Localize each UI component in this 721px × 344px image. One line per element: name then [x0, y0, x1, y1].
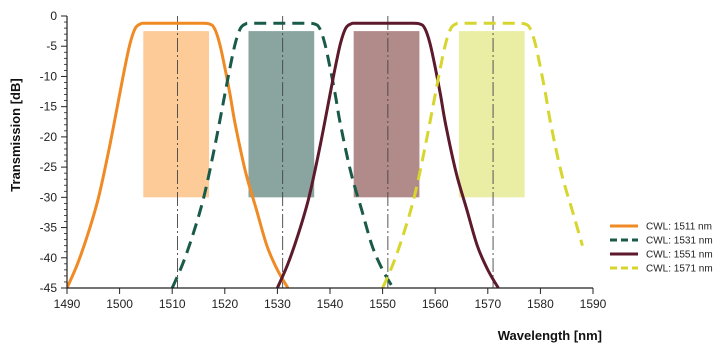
legend-label-4: CWL: 1571 nm	[646, 264, 713, 275]
legend: CWL: 1511 nm CWL: 1531 nm CWL: 1551 nm CWL:…	[610, 222, 713, 275]
y-tick-label: -45	[40, 281, 58, 295]
x-tick-label: 1520	[211, 297, 238, 311]
x-tick-label: 1500	[106, 297, 133, 311]
series-layer	[67, 21, 584, 288]
y-tick-label: -15	[40, 100, 58, 114]
y-axis-title: Transmission [dB]	[8, 78, 23, 191]
y-tick-label: -5	[46, 39, 57, 53]
y-tick-label: -25	[40, 160, 58, 174]
x-tick-label: 1510	[159, 297, 186, 311]
passband-rect-4	[458, 31, 525, 198]
x-tick-label: 1560	[422, 297, 449, 311]
x-tick-label: 1550	[369, 297, 396, 311]
x-tick-label: 1540	[317, 297, 344, 311]
x-tick-label: 1490	[54, 297, 81, 311]
passband-rect-3	[353, 31, 420, 198]
center-line-layer	[177, 16, 494, 288]
x-tick-label: 1590	[580, 297, 607, 311]
series-line-2	[170, 21, 395, 288]
y-tick-label: -40	[40, 251, 58, 265]
y-tick-label: -20	[40, 130, 58, 144]
y-tick-label: 0	[50, 9, 57, 23]
ticks-layer: 0 -5 -10 -15 -20 -25 -30 -35 -40 -45 1490 1500 1510 1…	[40, 9, 607, 311]
legend-label-1: CWL: 1511 nm	[646, 222, 712, 233]
legend-label-2: CWL: 1531 nm	[646, 236, 713, 247]
y-tick-label: -30	[40, 190, 58, 204]
legend-label-3: CWL: 1551 nm	[646, 250, 713, 261]
series-line-4	[381, 21, 584, 288]
series-line-1	[67, 21, 290, 288]
x-tick-label: 1530	[264, 297, 291, 311]
x-tick-label: 1580	[527, 297, 554, 311]
x-axis-title: Wavelength [nm]	[498, 328, 602, 343]
y-tick-label: -10	[40, 69, 58, 83]
x-tick-label: 1570	[474, 297, 501, 311]
series-line-3	[276, 21, 500, 288]
passband-layer	[143, 31, 525, 198]
passband-rect-2	[248, 31, 315, 198]
y-tick-label: -35	[40, 221, 58, 235]
passband-rect-1	[143, 31, 210, 198]
